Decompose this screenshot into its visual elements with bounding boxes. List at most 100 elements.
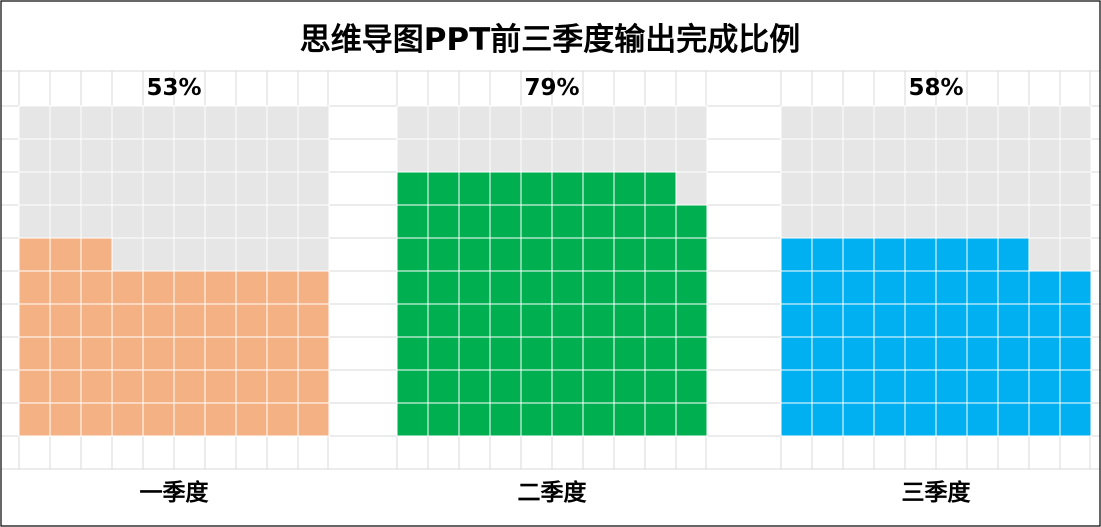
category-label: 三季度 xyxy=(902,479,972,506)
waffle-cell-empty xyxy=(111,138,144,173)
waffle-cell-filled xyxy=(551,336,584,371)
waffle-cell-empty xyxy=(111,105,144,140)
waffle-cell-empty xyxy=(842,171,875,206)
waffle-cell-filled xyxy=(675,237,708,272)
waffle-cell-empty xyxy=(80,138,113,173)
waffle-cell-filled xyxy=(458,270,491,305)
waffle-cell-empty xyxy=(297,171,330,206)
waffle-cell-filled xyxy=(613,303,646,338)
waffle-cell-filled xyxy=(873,369,906,404)
waffle-cell-filled xyxy=(582,402,615,437)
waffle-cell-filled xyxy=(458,402,491,437)
waffle-cell-empty xyxy=(935,105,968,140)
waffle-cell-filled xyxy=(18,237,51,272)
waffle-cell-filled xyxy=(458,369,491,404)
waffle-cell-filled xyxy=(142,402,175,437)
waffle-cell-filled xyxy=(935,237,968,272)
waffle-cell-filled xyxy=(489,336,522,371)
waffle-cell-filled xyxy=(1059,303,1092,338)
waffle-cell-filled xyxy=(842,303,875,338)
waffle-cell-filled xyxy=(18,270,51,305)
waffle-cell-filled xyxy=(644,336,677,371)
waffle-cell-filled xyxy=(235,303,268,338)
waffle-cell-filled xyxy=(427,303,460,338)
waffle-cell-empty xyxy=(18,171,51,206)
waffle-cell-filled xyxy=(842,336,875,371)
waffle-cell-filled xyxy=(396,204,429,239)
waffle-cell-empty xyxy=(235,204,268,239)
waffle-cell-empty xyxy=(551,138,584,173)
waffle-cell-filled xyxy=(427,336,460,371)
waffle-cell-filled xyxy=(427,369,460,404)
waffle-1 xyxy=(18,105,330,437)
waffle-cell-empty xyxy=(297,237,330,272)
waffle-cell-empty xyxy=(1059,105,1092,140)
waffle-cell-filled xyxy=(297,303,330,338)
waffle-cell-filled xyxy=(1059,402,1092,437)
waffle-cell-filled xyxy=(873,336,906,371)
waffle-cell-empty xyxy=(582,138,615,173)
waffle-cell-filled xyxy=(1028,402,1061,437)
waffle-cell-filled xyxy=(997,303,1030,338)
waffle-cell-filled xyxy=(142,270,175,305)
waffle-cell-empty xyxy=(1028,237,1061,272)
waffle-cell-empty xyxy=(811,171,844,206)
waffle-cell-empty xyxy=(235,171,268,206)
waffle-cell-filled xyxy=(613,237,646,272)
waffle-cell-filled xyxy=(582,303,615,338)
waffle-cell-empty xyxy=(811,138,844,173)
waffle-cell-filled xyxy=(266,336,299,371)
waffle-cell-filled xyxy=(235,369,268,404)
waffle-cell-filled xyxy=(396,171,429,206)
waffle-cell-filled xyxy=(1059,336,1092,371)
waffle-cell-filled xyxy=(582,171,615,206)
waffle-cell-filled xyxy=(997,402,1030,437)
waffle-cell-empty xyxy=(297,105,330,140)
waffle-cell-empty xyxy=(204,138,237,173)
waffle-cell-empty xyxy=(204,204,237,239)
waffle-cell-filled xyxy=(811,369,844,404)
waffle-cell-empty xyxy=(935,171,968,206)
waffle-cell-filled xyxy=(396,402,429,437)
waffle-cell-filled xyxy=(966,336,999,371)
waffle-cell-filled xyxy=(396,369,429,404)
waffle-cell-filled xyxy=(297,270,330,305)
waffle-cell-filled xyxy=(458,336,491,371)
waffle-cell-filled xyxy=(49,270,82,305)
waffle-cell-filled xyxy=(520,336,553,371)
waffle-cell-filled xyxy=(613,270,646,305)
waffle-cell-empty xyxy=(235,105,268,140)
waffle-cell-filled xyxy=(111,336,144,371)
waffle-cell-filled xyxy=(235,336,268,371)
waffle-cell-filled xyxy=(997,237,1030,272)
waffle-cell-filled xyxy=(582,204,615,239)
waffle-cell-filled xyxy=(427,402,460,437)
waffle-cell-empty xyxy=(80,204,113,239)
waffle-cell-filled xyxy=(489,402,522,437)
waffle-cell-filled xyxy=(811,303,844,338)
waffle-cell-filled xyxy=(80,237,113,272)
waffle-cell-filled xyxy=(873,303,906,338)
waffle-cell-filled xyxy=(489,369,522,404)
waffle-cell-filled xyxy=(644,402,677,437)
waffle-cell-empty xyxy=(675,105,708,140)
waffle-cell-filled xyxy=(458,204,491,239)
waffle-cell-filled xyxy=(458,237,491,272)
waffle-cell-empty xyxy=(873,138,906,173)
waffle-cell-filled xyxy=(489,270,522,305)
waffle-cell-filled xyxy=(842,402,875,437)
waffle-cell-filled xyxy=(811,336,844,371)
waffle-cell-empty xyxy=(904,171,937,206)
waffle-cell-filled xyxy=(520,270,553,305)
waffle-cell-filled xyxy=(80,270,113,305)
waffle-cell-filled xyxy=(644,303,677,338)
waffle-cell-filled xyxy=(935,336,968,371)
waffle-cell-empty xyxy=(18,138,51,173)
waffle-cell-empty xyxy=(811,204,844,239)
waffle-cell-empty xyxy=(997,105,1030,140)
waffle-cell-filled xyxy=(49,336,82,371)
waffle-cell-empty xyxy=(873,204,906,239)
waffle-cell-empty xyxy=(966,171,999,206)
percent-label: 58% xyxy=(908,75,963,101)
